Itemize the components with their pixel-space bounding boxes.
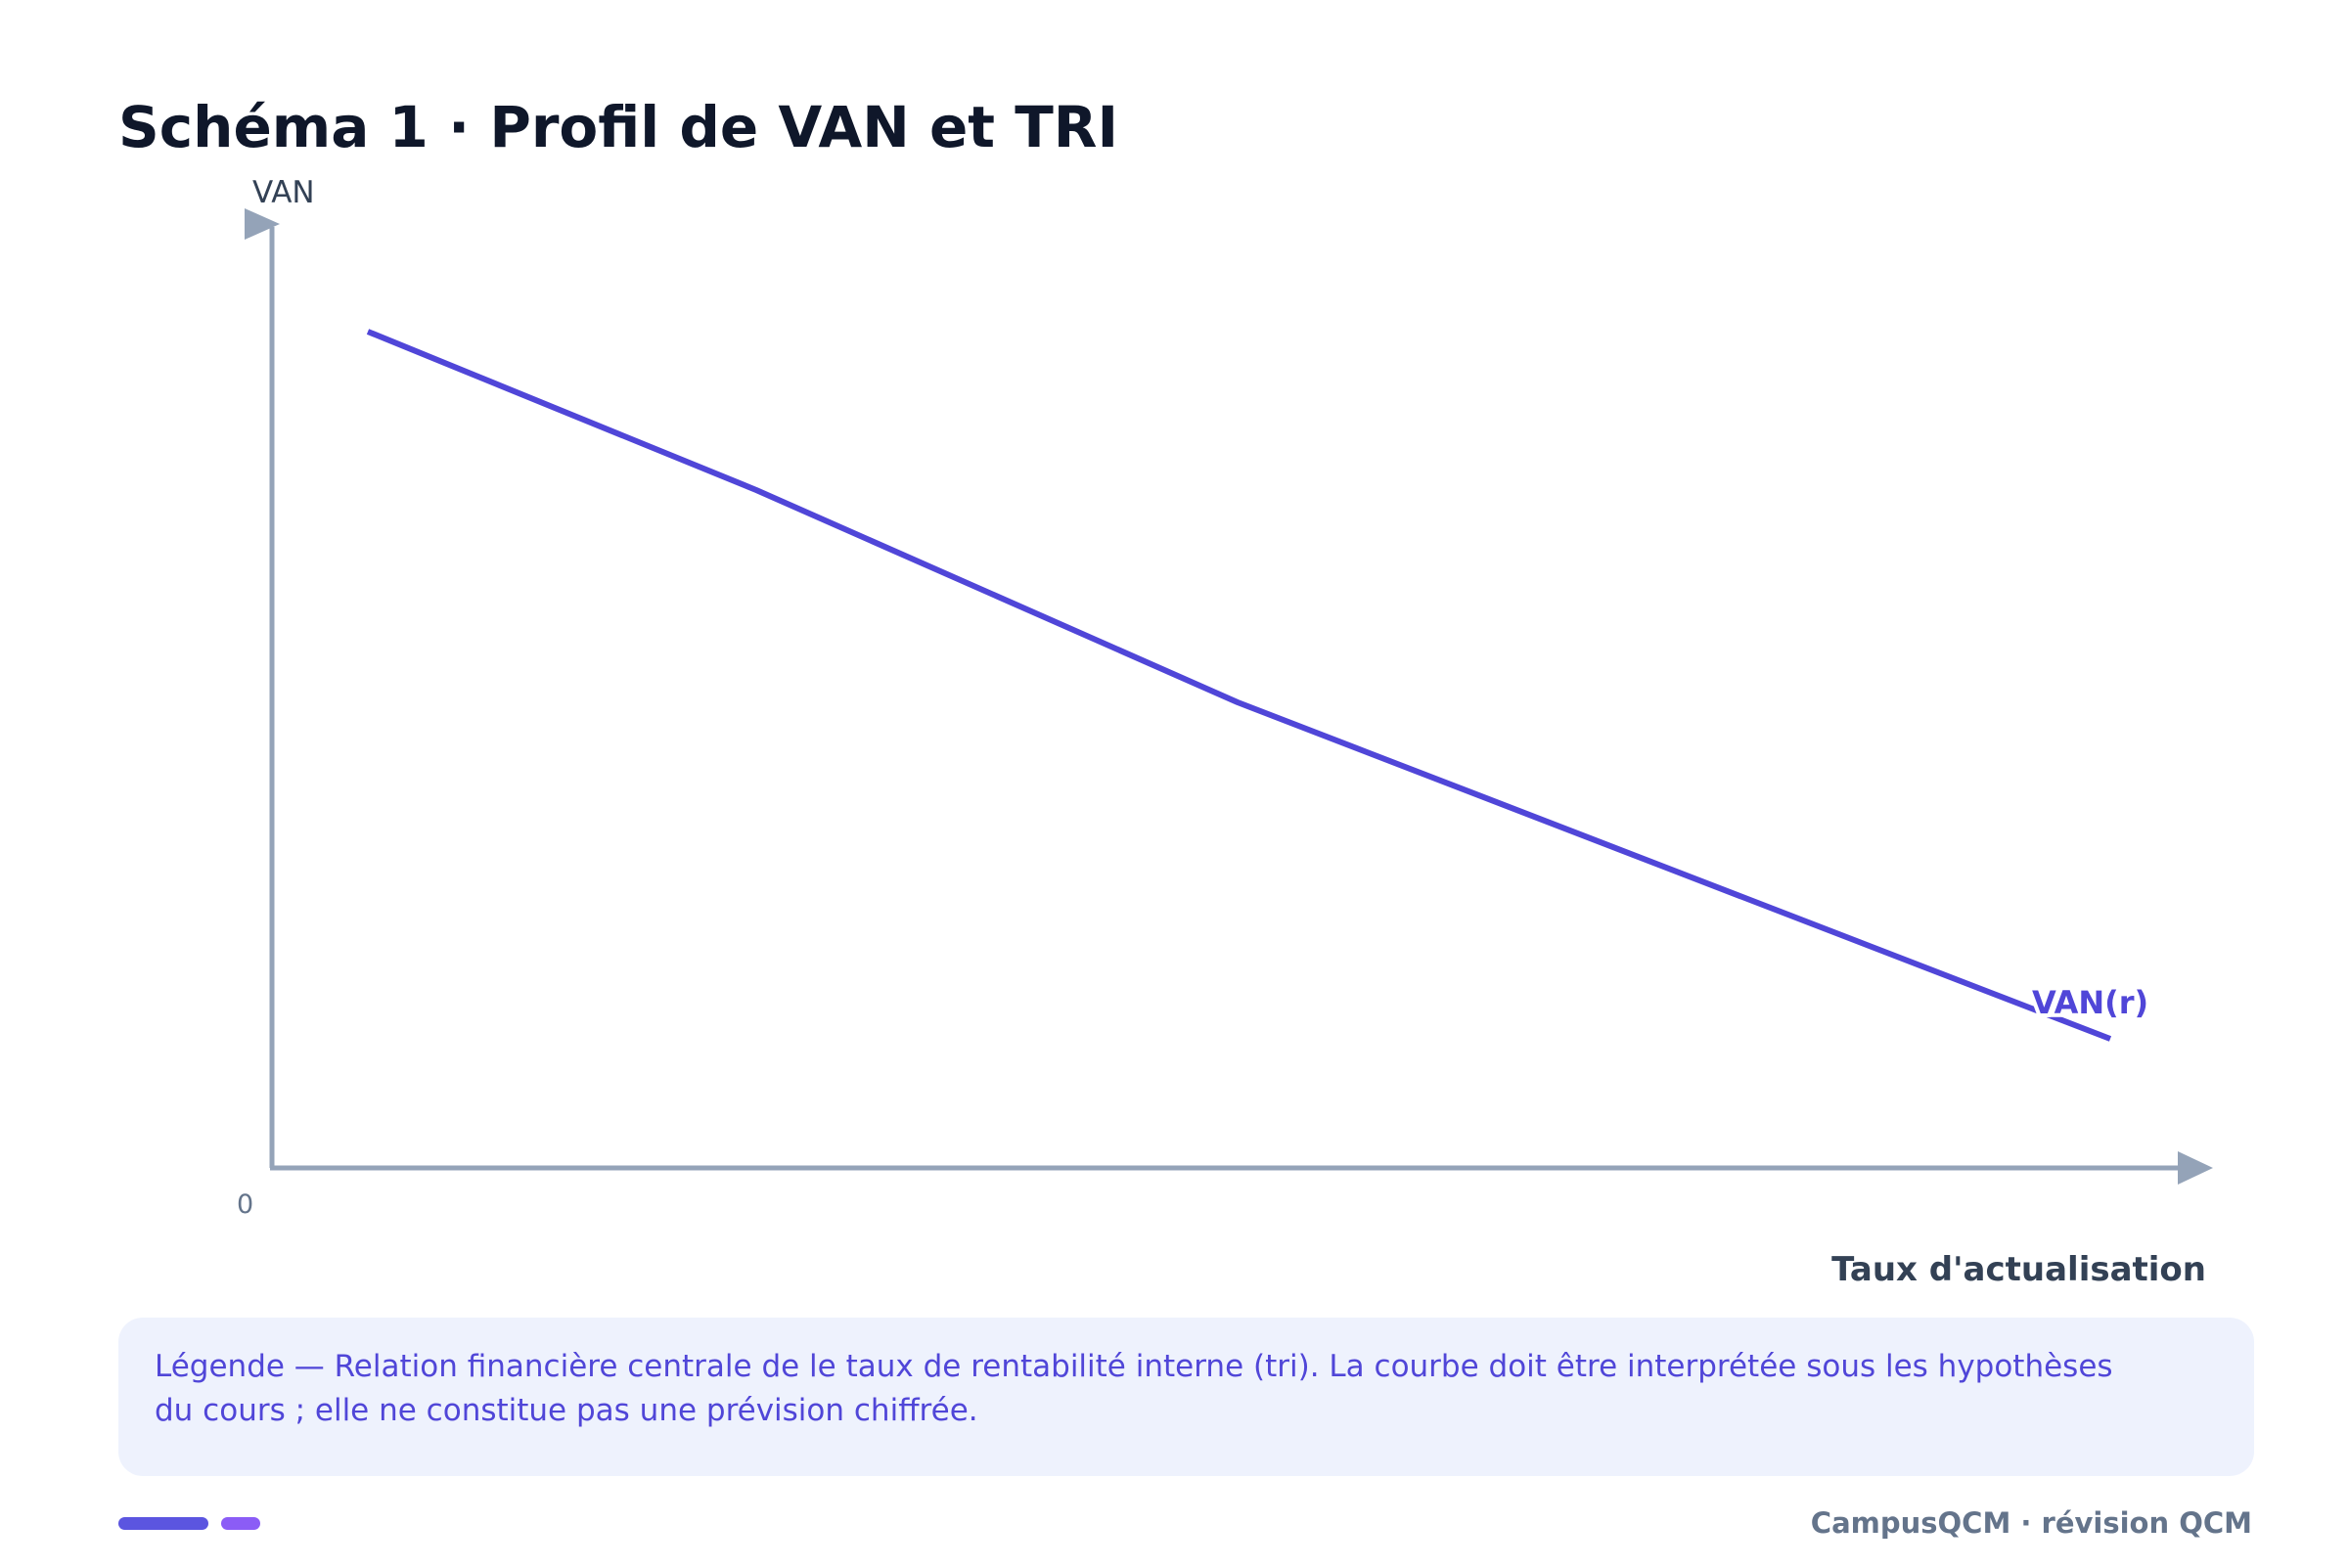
- title: Schéma 1 · Profil de VAN et TRI: [118, 94, 1118, 160]
- x-axis-arrow: [2178, 1151, 2213, 1185]
- footer-bar: [221, 1517, 260, 1530]
- legend-line: Légende — Relation financière centrale d…: [155, 1349, 2113, 1384]
- curve-label: VAN(r): [2032, 984, 2148, 1021]
- x-axis-label: Taux d'actualisation: [1831, 1250, 2206, 1289]
- npv-curve: [366, 329, 2112, 1042]
- origin-label: 0: [237, 1189, 253, 1220]
- legend-box: [118, 1318, 2254, 1476]
- y-axis-arrow: [245, 208, 280, 240]
- legend-line: du cours ; elle ne constitue pas une pré…: [155, 1393, 978, 1428]
- footer-brand: CampusQCM · révision QCM: [1811, 1506, 2252, 1540]
- y-axis-label: VAN: [252, 175, 315, 210]
- footer-bar: [118, 1517, 208, 1530]
